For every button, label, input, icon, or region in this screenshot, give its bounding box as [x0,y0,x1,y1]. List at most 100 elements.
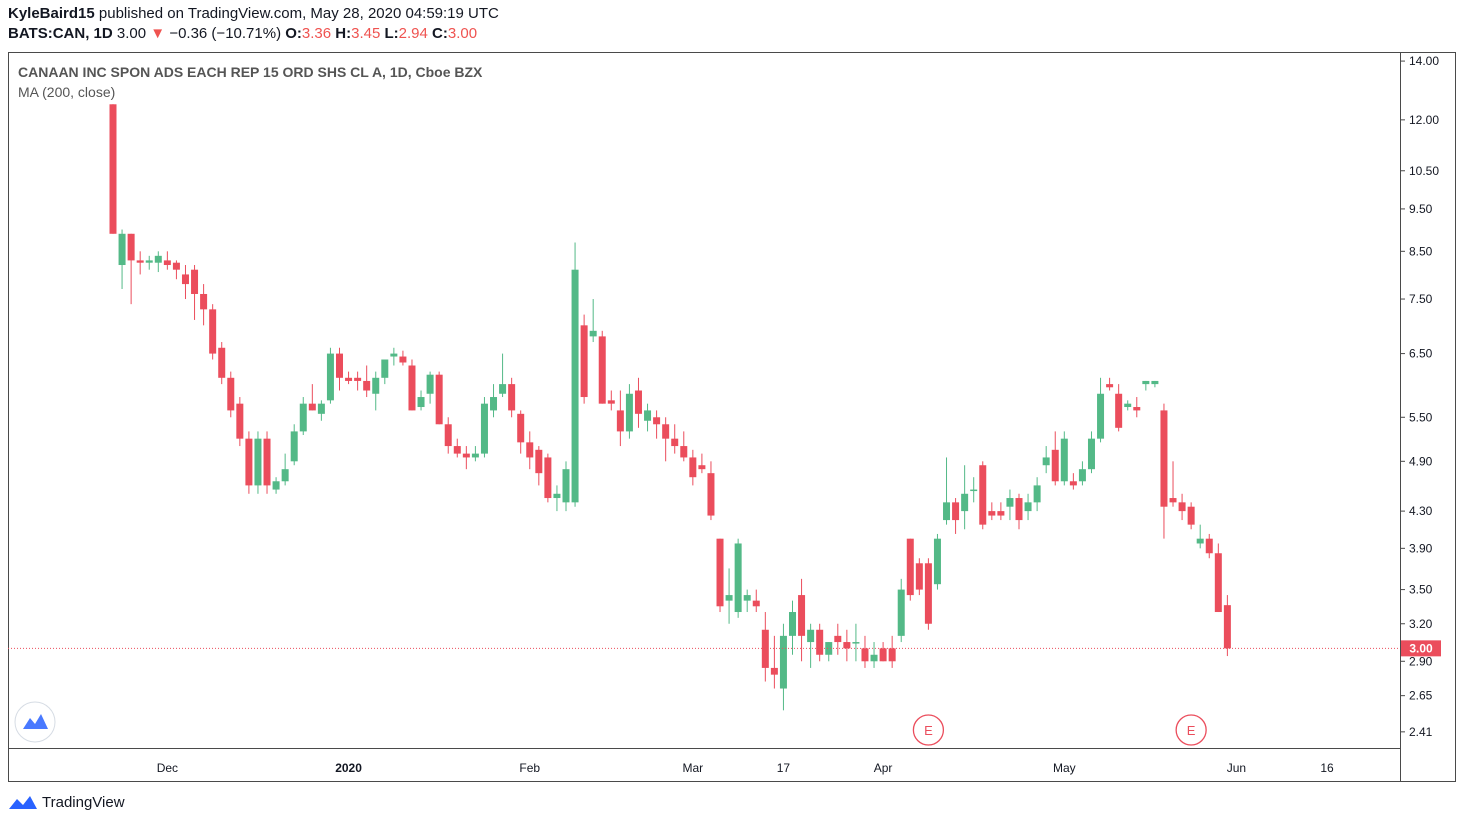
candle [181,265,189,300]
candle-body [662,424,670,439]
candle-body [181,274,189,285]
candle [1078,461,1086,486]
candle [1087,431,1095,474]
candle [825,642,833,662]
candle-body [354,377,362,381]
time-tick-label: 17 [777,761,791,775]
candle-body [1069,481,1077,486]
candle [933,533,941,590]
candle-body [1142,380,1150,385]
candle-body [725,595,733,601]
candle [209,304,217,360]
candle [816,623,824,662]
candle [444,417,452,454]
author-name[interactable]: KyleBaird15 [8,5,95,22]
candle [789,600,796,655]
time-axis[interactable]: Dec 2020 Feb Mar 17 Apr May Jun 16 [157,761,1334,775]
candle [861,635,869,668]
candle [227,371,235,418]
candle-body [1223,605,1231,649]
chart-title: CANAAN INC SPON ADS EACH REP 15 ORD SHS … [18,64,483,80]
candle-body [571,269,579,503]
chart-frame [8,52,1456,782]
price-tick-label: 8.50 [1409,244,1433,258]
candle [571,242,579,507]
candle [698,453,706,474]
candle-body [734,543,742,613]
close-value: 3.00 [447,25,478,42]
candle-body [1115,393,1123,428]
footer-brand[interactable]: TradingView [42,793,125,811]
candle [390,347,398,366]
candle-body [218,347,226,378]
candle-body [345,377,353,381]
price-tick-label: 9.50 [1409,202,1433,216]
candle [834,623,842,655]
low-value: 2.94 [398,25,428,42]
candle [145,255,153,270]
candle [1124,400,1132,411]
candle-body [399,356,407,363]
candle [317,400,325,421]
candle [1006,489,1014,521]
candle-body [272,481,280,490]
candle-body [689,457,697,478]
footer: TradingView [8,793,125,811]
candle-body [979,465,987,525]
candle-body [915,563,923,590]
candle [462,446,470,470]
candle [870,642,878,668]
change-down-icon: ▼ [150,25,166,42]
candle [336,347,343,391]
candle [1106,377,1114,391]
candle [1069,473,1077,490]
tradingview-logo-icon[interactable] [8,793,38,811]
candle [326,347,334,404]
candle [961,465,969,530]
candle-body [544,457,552,499]
candle-body [145,260,153,263]
price-tick-label: 3.20 [1409,617,1433,631]
candle [372,371,380,411]
candle-body [834,635,842,643]
candle [1151,380,1159,388]
candle-body [435,374,443,425]
time-tick-label: Jun [1227,761,1246,775]
candle-body [653,417,661,425]
candle-body [770,667,778,675]
candle-body [462,453,470,458]
candle [172,260,180,280]
candle-body [163,260,171,266]
earnings-marker-icon[interactable]: E [912,714,945,746]
candle [634,377,642,428]
candle-body [535,449,543,474]
candle [915,558,923,596]
candle [517,410,525,454]
candle-body [417,397,425,408]
last-price-label-box [1401,640,1441,657]
candle-body [952,502,960,521]
indicator-label[interactable]: MA (200, close) [18,84,115,100]
open-label: O: [285,25,302,42]
candle-body [480,403,488,454]
candle [979,461,987,530]
candle-body [263,438,271,486]
earnings-marker-icon[interactable]: E [1175,714,1207,746]
candle [1051,431,1059,486]
price-axis[interactable]: 14.00 12.00 10.50 9.50 8.50 7.50 6.50 5.50 4.90 4… [1401,54,1439,739]
candle [127,233,135,305]
candle-body [807,629,815,643]
candle [580,314,588,404]
candle [843,629,851,662]
price-tick-label: 5.50 [1409,410,1433,424]
time-tick-label: May [1053,761,1076,775]
candle [562,461,570,512]
candle [1033,477,1041,512]
candle-body [372,377,380,394]
candle-body [381,359,389,378]
tradingview-badge-icon[interactable] [14,701,56,743]
high-value: 3.45 [351,25,381,42]
candle-body [191,269,199,294]
